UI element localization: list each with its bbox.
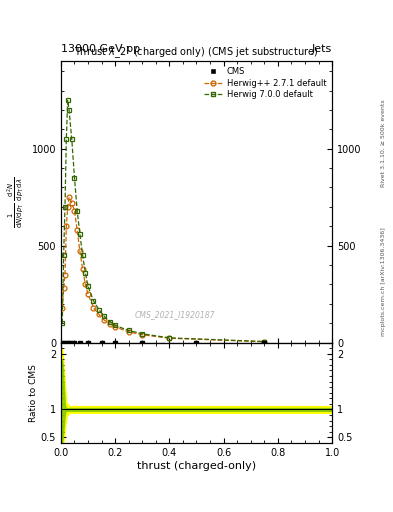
Y-axis label: Ratio to CMS: Ratio to CMS (29, 364, 38, 421)
Text: mcplots.cern.ch [arXiv:1306.3436]: mcplots.cern.ch [arXiv:1306.3436] (381, 227, 386, 336)
Text: CMS_2021_I1920187: CMS_2021_I1920187 (134, 310, 215, 319)
X-axis label: thrust (charged-only): thrust (charged-only) (137, 460, 256, 471)
Text: Jets: Jets (312, 44, 332, 54)
Legend: CMS, Herwig++ 2.7.1 default, Herwig 7.0.0 default: CMS, Herwig++ 2.7.1 default, Herwig 7.0.… (202, 66, 328, 101)
Text: 13000 GeV pp: 13000 GeV pp (61, 44, 140, 54)
Text: Rivet 3.1.10, ≥ 500k events: Rivet 3.1.10, ≥ 500k events (381, 99, 386, 187)
Title: Thrust $\lambda\_2^1$ (charged only) (CMS jet substructure): Thrust $\lambda\_2^1$ (charged only) (CM… (74, 45, 319, 61)
Y-axis label: $\frac{1}{\mathrm{d}N/\mathrm{d}p_{\mathrm{T}}}\ \frac{\mathrm{d}^2N}{\mathrm{d}: $\frac{1}{\mathrm{d}N/\mathrm{d}p_{\math… (5, 176, 26, 227)
